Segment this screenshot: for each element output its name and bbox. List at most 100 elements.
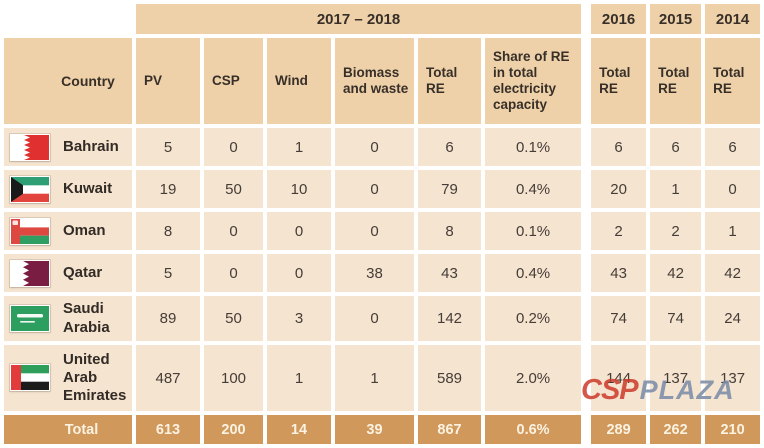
cell-csp: 0 xyxy=(204,128,263,166)
year-header-2014: 2014 xyxy=(705,4,761,34)
cell-csp: 100 xyxy=(204,345,263,411)
cell-share: 0.2% xyxy=(485,296,582,341)
country-cell: Saudi Arabia xyxy=(4,296,132,341)
cell-pv: 19 xyxy=(136,170,200,208)
cell-total-re: 142 xyxy=(418,296,481,341)
year-header-2016: 2016 xyxy=(591,4,647,34)
cell-2014: 42 xyxy=(705,254,761,292)
cell-share: 0.1% xyxy=(485,128,582,166)
cell-total-re: 8 xyxy=(418,212,481,250)
cell-wind: 0 xyxy=(267,212,331,250)
bahrain-flag-icon xyxy=(10,133,50,161)
country-cell: Qatar xyxy=(4,254,132,292)
total-biomass: 39 xyxy=(335,415,414,444)
oman-flag-icon xyxy=(10,217,50,245)
cell-2014: 0 xyxy=(705,170,761,208)
cell-2016: 43 xyxy=(591,254,647,292)
cell-2014: 24 xyxy=(705,296,761,341)
column-gap xyxy=(585,254,587,292)
column-gap xyxy=(585,128,587,166)
country-name: Bahrain xyxy=(63,137,119,155)
table-row-kuwait: Kuwait 19 50 10 0 79 0.4% 20 1 0 xyxy=(4,170,761,208)
cell-2015: 74 xyxy=(650,296,702,341)
country-cell: Oman xyxy=(4,212,132,250)
cell-wind: 3 xyxy=(267,296,331,341)
total-total-re: 867 xyxy=(418,415,481,444)
year-group-header: 2017 – 2018 xyxy=(136,4,582,34)
cell-biomass: 1 xyxy=(335,345,414,411)
qatar-flag-icon xyxy=(10,259,50,287)
cell-2015: 6 xyxy=(650,128,702,166)
cell-2016: 2 xyxy=(591,212,647,250)
table-row-saudi-arabia: Saudi Arabia 89 50 3 0 142 0.2% 74 74 24 xyxy=(4,296,761,341)
cell-csp: 0 xyxy=(204,212,263,250)
table-row-qatar: Qatar 5 0 0 38 43 0.4% 43 42 42 xyxy=(4,254,761,292)
header-total-re: Total RE xyxy=(418,38,481,124)
total-2015: 262 xyxy=(650,415,702,444)
cell-biomass: 0 xyxy=(335,212,414,250)
country-name: United Arab Emirates xyxy=(63,350,127,405)
header-total-re-2015: Total RE xyxy=(650,38,702,124)
country-name: Saudi Arabia xyxy=(63,300,110,336)
header-total-re-2014: Total RE xyxy=(705,38,761,124)
cell-wind: 0 xyxy=(267,254,331,292)
cell-2015: 42 xyxy=(650,254,702,292)
cell-biomass: 0 xyxy=(335,170,414,208)
total-label: Total xyxy=(4,415,132,444)
header-csp: CSP xyxy=(204,38,263,124)
country-cell: Kuwait xyxy=(4,170,132,208)
country-name: Kuwait xyxy=(63,179,113,197)
total-2016: 289 xyxy=(591,415,647,444)
total-csp: 200 xyxy=(204,415,263,444)
saudi-arabia-flag-icon xyxy=(10,305,50,332)
country-cell: Bahrain xyxy=(4,128,132,166)
header-wind: Wind xyxy=(267,38,331,124)
column-gap xyxy=(585,4,587,34)
cell-csp: 50 xyxy=(204,296,263,341)
total-row: Total 613 200 14 39 867 0.6% 289 262 210 xyxy=(4,415,761,444)
column-gap xyxy=(585,170,587,208)
column-gap xyxy=(585,212,587,250)
cell-2016: 20 xyxy=(591,170,647,208)
column-gap xyxy=(585,296,587,341)
cell-2015: 2 xyxy=(650,212,702,250)
cell-2016: 144 xyxy=(591,345,647,411)
table-row-uae: United Arab Emirates 487 100 1 1 589 2.0… xyxy=(4,345,761,411)
total-2014: 210 xyxy=(705,415,761,444)
year-header-row: 2017 – 2018 2016 2015 2014 xyxy=(4,4,761,34)
cell-csp: 50 xyxy=(204,170,263,208)
cell-share: 0.4% xyxy=(485,170,582,208)
corner-blank xyxy=(4,4,132,34)
header-pv: PV xyxy=(136,38,200,124)
cell-2016: 74 xyxy=(591,296,647,341)
cell-share: 0.4% xyxy=(485,254,582,292)
cell-2014: 6 xyxy=(705,128,761,166)
cell-total-re: 589 xyxy=(418,345,481,411)
cell-2016: 6 xyxy=(591,128,647,166)
cell-pv: 8 xyxy=(136,212,200,250)
country-name: Qatar xyxy=(63,263,103,281)
column-gap xyxy=(585,415,587,444)
cell-share: 0.1% xyxy=(485,212,582,250)
header-country: Country xyxy=(4,38,132,124)
table-row-bahrain: Bahrain 5 0 1 0 6 0.1% 6 6 6 xyxy=(4,128,761,166)
table-row-oman: Oman 8 0 0 0 8 0.1% 2 2 1 xyxy=(4,212,761,250)
cell-total-re: 6 xyxy=(418,128,481,166)
cell-pv: 487 xyxy=(136,345,200,411)
cell-pv: 5 xyxy=(136,254,200,292)
cell-biomass: 0 xyxy=(335,128,414,166)
header-share: Share of RE in total electricity capacit… xyxy=(485,38,582,124)
cell-wind: 1 xyxy=(267,345,331,411)
cell-pv: 89 xyxy=(136,296,200,341)
cell-share: 2.0% xyxy=(485,345,582,411)
cell-wind: 10 xyxy=(267,170,331,208)
cell-total-re: 79 xyxy=(418,170,481,208)
uae-flag-icon xyxy=(10,364,50,392)
column-header-row: Country PV CSP Wind Biomass and waste To… xyxy=(4,38,761,124)
cell-biomass: 0 xyxy=(335,296,414,341)
kuwait-flag-icon xyxy=(10,175,50,203)
country-cell: United Arab Emirates xyxy=(4,345,132,411)
column-gap xyxy=(585,38,587,124)
column-gap xyxy=(585,345,587,411)
